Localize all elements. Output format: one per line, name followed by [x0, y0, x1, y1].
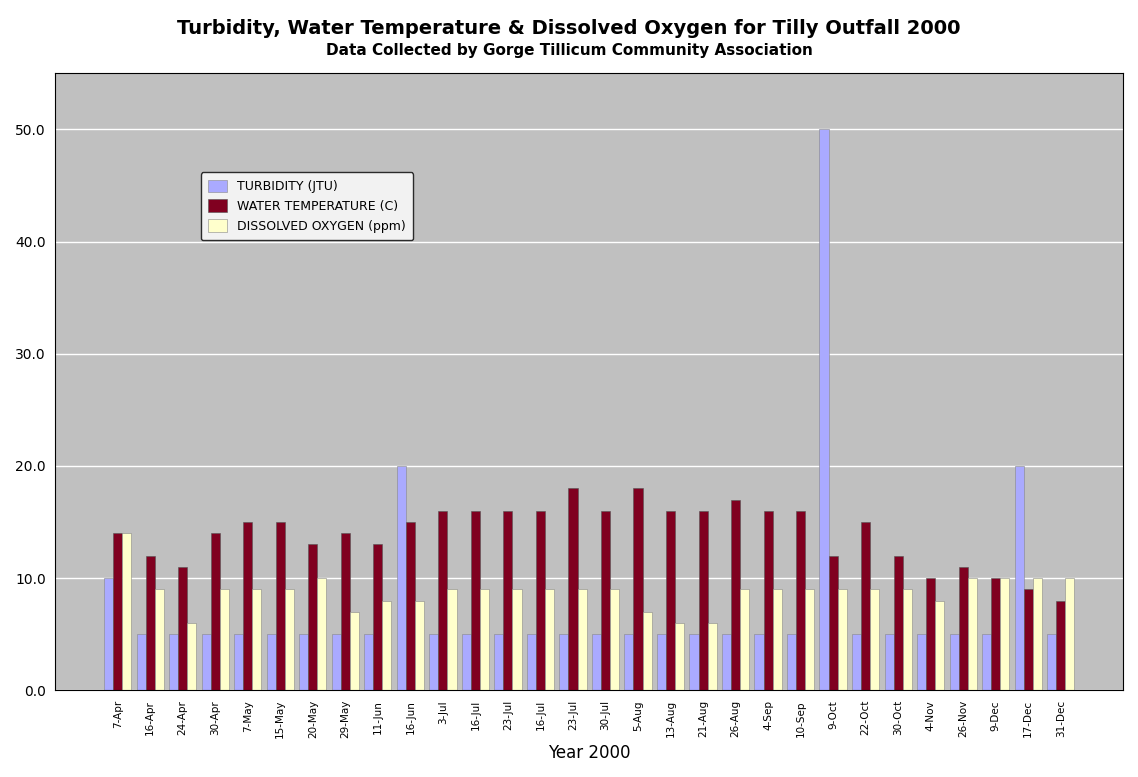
Bar — [852, 634, 861, 690]
Bar — [494, 634, 503, 690]
X-axis label: Year 2000: Year 2000 — [549, 744, 630, 762]
Bar — [527, 634, 536, 690]
Bar — [373, 545, 382, 690]
Bar — [601, 510, 610, 690]
Bar — [188, 623, 197, 690]
Bar — [244, 522, 253, 690]
Bar — [740, 590, 749, 690]
Bar — [643, 611, 652, 690]
Bar — [634, 489, 643, 690]
Bar — [471, 510, 480, 690]
Bar — [838, 590, 847, 690]
Bar — [893, 556, 902, 690]
Bar — [871, 590, 880, 690]
Bar — [773, 590, 782, 690]
Bar — [266, 634, 275, 690]
Bar — [806, 590, 815, 690]
Bar — [146, 556, 155, 690]
Bar — [559, 634, 568, 690]
Bar — [675, 623, 684, 690]
Text: Turbidity, Water Temperature & Dissolved Oxygen for Tilly Outfall 2000: Turbidity, Water Temperature & Dissolved… — [178, 19, 960, 38]
Bar — [731, 500, 740, 690]
Bar — [1024, 590, 1033, 690]
Bar — [220, 590, 229, 690]
Bar — [625, 634, 634, 690]
Bar — [512, 590, 521, 690]
Bar — [447, 590, 456, 690]
Bar — [902, 590, 912, 690]
Bar — [982, 634, 991, 690]
Bar — [1000, 578, 1009, 690]
Bar — [1033, 578, 1042, 690]
Bar — [690, 634, 699, 690]
Bar — [349, 611, 358, 690]
Bar — [429, 634, 438, 690]
Bar — [819, 130, 828, 690]
Legend: TURBIDITY (JTU), WATER TEMPERATURE (C), DISSOLVED OXYGEN (ppm): TURBIDITY (JTU), WATER TEMPERATURE (C), … — [200, 172, 413, 240]
Bar — [480, 590, 489, 690]
Bar — [340, 533, 349, 690]
Bar — [797, 510, 806, 690]
Bar — [610, 590, 619, 690]
Bar — [104, 578, 113, 690]
Bar — [787, 634, 797, 690]
Bar — [828, 556, 838, 690]
Bar — [113, 533, 122, 690]
Bar — [364, 634, 373, 690]
Bar — [1065, 578, 1074, 690]
Bar — [308, 545, 318, 690]
Bar — [536, 510, 545, 690]
Bar — [967, 578, 976, 690]
Bar — [666, 510, 675, 690]
Bar — [754, 634, 764, 690]
Bar — [415, 601, 424, 690]
Bar — [949, 634, 958, 690]
Bar — [179, 567, 188, 690]
Bar — [438, 510, 447, 690]
Bar — [917, 634, 926, 690]
Bar — [861, 522, 871, 690]
Bar — [299, 634, 308, 690]
Bar — [234, 634, 244, 690]
Bar — [406, 522, 415, 690]
Bar — [1015, 466, 1024, 690]
Bar — [926, 578, 935, 690]
Bar — [275, 522, 284, 690]
Bar — [592, 634, 601, 690]
Bar — [545, 590, 554, 690]
Bar — [155, 590, 164, 690]
Bar — [708, 623, 717, 690]
Bar — [721, 634, 731, 690]
Bar — [764, 510, 773, 690]
Bar — [284, 590, 294, 690]
Bar — [170, 634, 179, 690]
Bar — [503, 510, 512, 690]
Bar — [1047, 634, 1056, 690]
Bar — [991, 578, 1000, 690]
Bar — [382, 601, 391, 690]
Bar — [462, 634, 471, 690]
Bar — [201, 634, 211, 690]
Text: Data Collected by Gorge Tillicum Community Association: Data Collected by Gorge Tillicum Communi… — [325, 43, 813, 57]
Bar — [699, 510, 708, 690]
Bar — [577, 590, 586, 690]
Bar — [657, 634, 666, 690]
Bar — [122, 533, 131, 690]
Bar — [884, 634, 893, 690]
Bar — [568, 489, 577, 690]
Bar — [137, 634, 146, 690]
Bar — [211, 533, 220, 690]
Bar — [958, 567, 967, 690]
Bar — [1056, 601, 1065, 690]
Bar — [331, 634, 340, 690]
Bar — [253, 590, 262, 690]
Bar — [318, 578, 327, 690]
Bar — [397, 466, 406, 690]
Bar — [935, 601, 945, 690]
